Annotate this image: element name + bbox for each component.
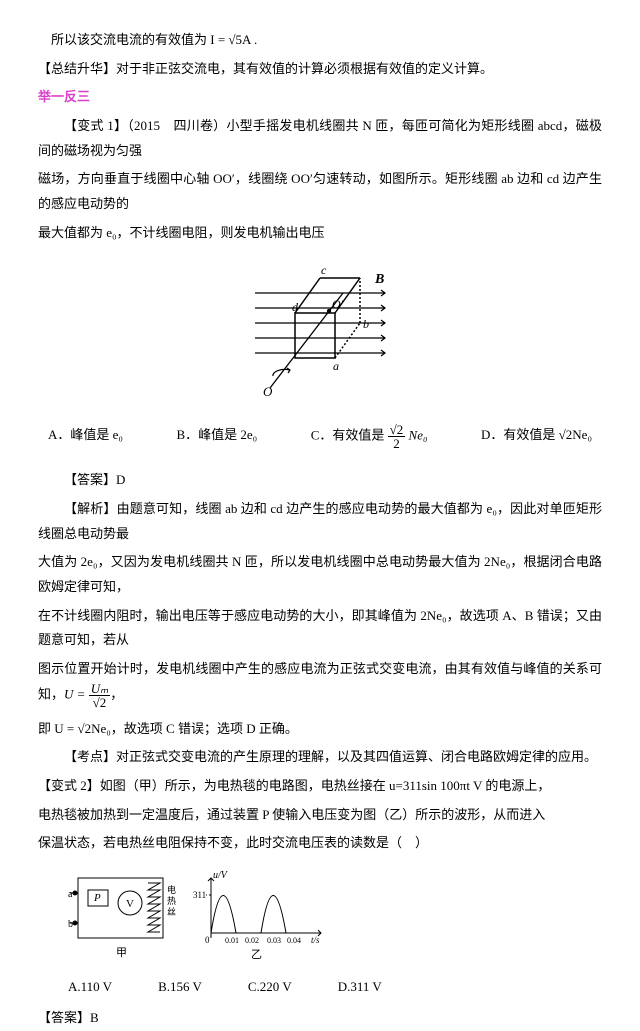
- svg-text:0.04: 0.04: [287, 936, 301, 945]
- ans1-text: D: [116, 472, 125, 487]
- opt-b: B．峰值是 2e₀: [176, 423, 257, 450]
- svg-text:b: b: [363, 317, 369, 331]
- v1-line1: 【变式 1】（2015 四川卷）小型手摇发电机线圈共 N 匝，每匝可简化为矩形线…: [38, 114, 602, 163]
- svg-text:乙: 乙: [251, 948, 262, 961]
- svg-text:P: P: [93, 892, 101, 904]
- svg-text:a: a: [68, 889, 73, 900]
- options-2: A.110 V B.156 V C.220 V D.311 V: [38, 975, 602, 1000]
- figure-1: c d a b O O′ B: [38, 258, 602, 412]
- summary-text: 对于非正弦交流电，其有效值的计算必须根据有效值的定义计算。: [116, 61, 493, 76]
- frac-num: Uₘ: [89, 682, 111, 696]
- ans2-text: B: [90, 1010, 99, 1025]
- svg-text:b: b: [68, 919, 73, 930]
- opt-c-pre: C．有效值是: [311, 428, 388, 443]
- frac-num: √2: [388, 423, 406, 437]
- svg-text:丝: 丝: [167, 906, 176, 917]
- svg-text:电: 电: [167, 884, 176, 895]
- svg-text:O: O: [263, 384, 273, 399]
- exam1-text: 对正弦式交变电流的产生原理的理解，以及其四值运算、闭合电路欧姆定律的应用。: [116, 749, 597, 764]
- svg-text:V: V: [126, 898, 134, 910]
- v1-source: （2015 四川卷）: [127, 118, 226, 133]
- v2-line3: 保温状态，若电热丝电阻保持不变，此时交流电压表的读数是（ ）: [38, 831, 602, 856]
- v2-line2: 电热毯被加热到一定温度后，通过装置 P 使输入电压变为图（乙）所示的波形，从而进…: [38, 803, 602, 828]
- v1-label: 【变式 1】: [64, 118, 127, 133]
- figure-2: P V 电 热 丝 a b 甲 u/V 311 0 0.01 0.02 0.03…: [38, 868, 602, 963]
- opt-c: C．有效值是 √22 Ne₀: [311, 423, 428, 450]
- svg-text:u/V: u/V: [213, 870, 229, 881]
- svg-text:311: 311: [193, 890, 206, 900]
- section-title: 举一反三: [38, 85, 602, 110]
- v1-line2: 磁场，方向垂直于线圈中心轴 OO′，线圈绕 OO′匀速转动，如图所示。矩形线圈 …: [38, 167, 602, 216]
- svg-text:0.03: 0.03: [267, 936, 281, 945]
- exp1-U: U =: [64, 686, 89, 701]
- exam1-label: 【考点】: [64, 749, 116, 764]
- opt-c-post: Ne₀: [405, 428, 427, 443]
- answer-1: 【答案】D: [38, 468, 602, 493]
- exp1-label: 【解析】: [64, 501, 117, 516]
- opt-d: D．有效值是 √2Ne₀: [481, 423, 592, 450]
- svg-text:0.01: 0.01: [225, 936, 239, 945]
- svg-text:t/s: t/s: [311, 935, 320, 945]
- svg-text:a: a: [333, 359, 339, 373]
- svg-text:d: d: [292, 300, 299, 314]
- frac-den: √2: [89, 696, 111, 709]
- ans1-label: 【答案】: [64, 472, 116, 487]
- exp1-line5: 即 U = √2Ne₀，故选项 C 错误；选项 D 正确。: [38, 717, 602, 742]
- exp1-t4post: ，: [110, 686, 123, 701]
- ans2-label: 【答案】: [38, 1010, 90, 1025]
- opt2-a: A.110 V: [68, 975, 112, 1000]
- exp1-line1: 【解析】由题意可知，线圈 ab 边和 cd 边产生的感应电动势的最大值都为 e₀…: [38, 497, 602, 546]
- summary-row: 【总结升华】对于非正弦交流电，其有效值的计算必须根据有效值的定义计算。: [38, 57, 602, 82]
- svg-text:甲: 甲: [116, 947, 127, 959]
- opt-a: A．峰值是 e₀: [48, 423, 123, 450]
- rms-conclusion: 所以该交流电流的有效值为 I = √5A .: [38, 28, 602, 53]
- exp1-frac: Uₘ√2: [89, 682, 111, 709]
- exp1-t1: 由题意可知，线圈 ab 边和 cd 边产生的感应电动势的最大值都为 e₀，因此对…: [38, 501, 602, 541]
- svg-text:B: B: [374, 272, 384, 287]
- opt2-b: B.156 V: [158, 975, 202, 1000]
- v2-line1: 【变式 2】如图（甲）所示，为电热毯的电路图，电热丝接在 u=311sin 10…: [38, 774, 602, 799]
- svg-text:0.02: 0.02: [245, 936, 259, 945]
- exam-point-1: 【考点】对正弦式交变电流的产生原理的理解，以及其四值运算、闭合电路欧姆定律的应用…: [38, 745, 602, 770]
- summary-label: 【总结升华】: [38, 61, 116, 76]
- svg-text:0: 0: [205, 935, 210, 945]
- svg-text:c: c: [321, 263, 327, 277]
- opt-c-frac: √22: [388, 423, 406, 450]
- v1-line3: 最大值都为 e₀，不计线圈电阻，则发电机输出电压: [38, 221, 602, 246]
- frac-den: 2: [388, 437, 406, 450]
- options-1: A．峰值是 e₀ B．峰值是 2e₀ C．有效值是 √22 Ne₀ D．有效值是…: [38, 423, 602, 450]
- opt2-d: D.311 V: [338, 975, 382, 1000]
- svg-text:O′: O′: [332, 297, 344, 311]
- v2-t1: 如图（甲）所示，为电热毯的电路图，电热丝接在 u=311sin 100πt V …: [100, 778, 551, 793]
- answer-2: 【答案】B: [38, 1006, 602, 1031]
- opt2-c: C.220 V: [248, 975, 292, 1000]
- svg-text:热: 热: [167, 895, 176, 906]
- exp1-line4: 图示位置开始计时，发电机线圈中产生的感应电流为正弦式交变电流，由其有效值与峰值的…: [38, 657, 602, 709]
- exp1-line3: 在不计线圈内阻时，输出电压等于感应电动势的大小，即其峰值为 2Ne₀，故选项 A…: [38, 604, 602, 653]
- v2-label: 【变式 2】: [38, 778, 100, 793]
- exp1-line2: 大值为 2e₀，又因为发电机线圈共 N 匝，所以发电机线圈中总电动势最大值为 2…: [38, 550, 602, 599]
